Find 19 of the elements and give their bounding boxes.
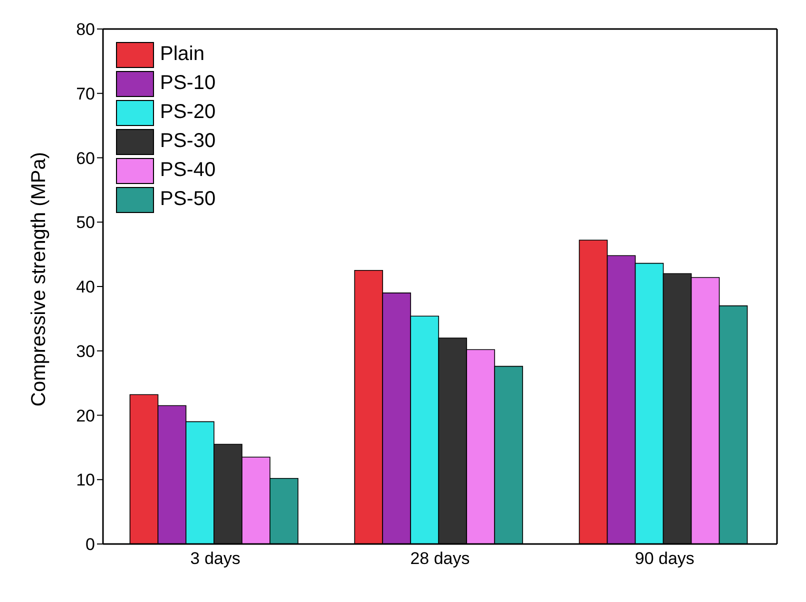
x-tick-label: 28 days [410,549,470,568]
y-tick-label: 50 [76,213,95,232]
y-tick-label: 20 [76,406,95,426]
y-tick-label: 80 [76,20,95,40]
y-axis-title: Compressive strength (MPa) [28,152,50,406]
legend-label: PS-20 [160,101,216,124]
x-tick-label: 90 days [634,549,694,568]
y-tick-label: 10 [76,470,95,490]
x-tick-label: 3 days [190,549,240,568]
y-tick-label: 60 [76,148,95,168]
legend-label: PS-30 [160,130,216,153]
y-tick-label: 40 [76,278,95,297]
legend-label: Plain [160,43,204,66]
y-tick-label: 70 [76,84,95,104]
legend-label: PS-40 [160,159,216,182]
y-tick-label: 0 [86,535,95,554]
legend-label: PS-10 [160,72,216,95]
legend-label: PS-50 [160,188,216,211]
y-tick-label: 30 [76,342,95,361]
